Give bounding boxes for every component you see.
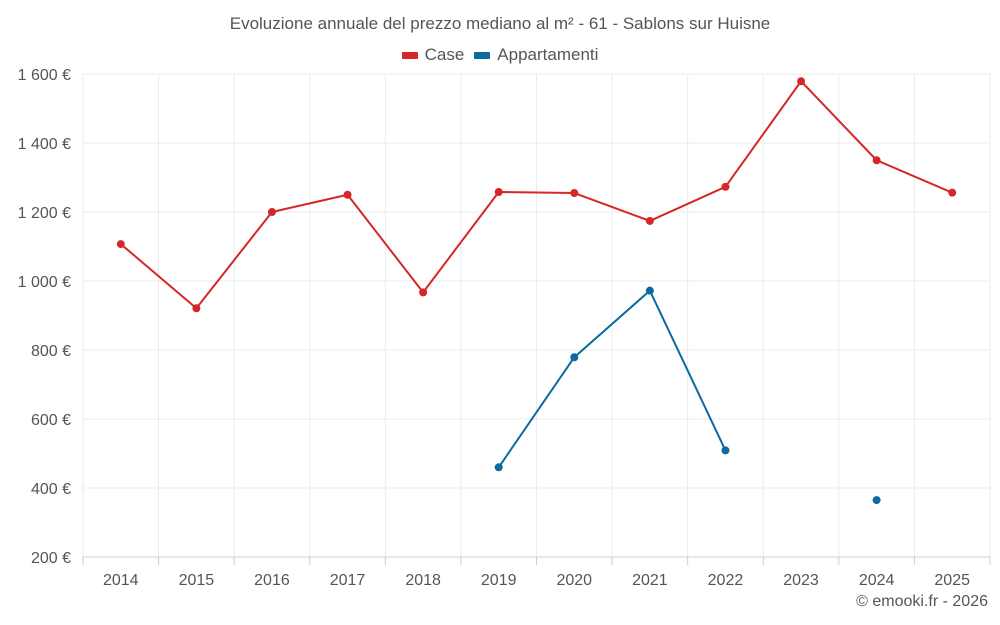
series-line-appartamenti <box>497 289 727 468</box>
x-tick-label: 2015 <box>179 572 215 589</box>
data-point-case[interactable] <box>570 189 579 198</box>
legend-swatch-appartamenti <box>474 51 491 59</box>
data-point-appartamenti[interactable] <box>494 463 503 472</box>
x-tick-label: 2018 <box>405 572 441 589</box>
data-point-case[interactable] <box>494 187 503 196</box>
data-point-appartamenti[interactable] <box>570 353 579 362</box>
y-tick-label: 1 400 € <box>18 136 71 153</box>
x-tick-label: 2017 <box>330 572 366 589</box>
legend-label-appartamenti: Appartamenti <box>497 45 599 64</box>
y-tick-label: 1 000 € <box>18 274 71 291</box>
x-tick-label: 2021 <box>632 572 668 589</box>
data-point-case[interactable] <box>343 190 352 199</box>
x-tick-label: 2023 <box>783 572 819 589</box>
data-point-case[interactable] <box>797 77 806 86</box>
y-tick-label: 1 200 € <box>18 205 71 222</box>
data-point-case[interactable] <box>872 156 881 165</box>
data-point-case[interactable] <box>948 188 957 197</box>
data-point-case[interactable] <box>192 304 201 313</box>
data-point-appartamenti[interactable] <box>872 496 881 505</box>
axes <box>82 556 991 565</box>
grid-lines <box>82 73 991 557</box>
y-tick-label: 200 € <box>31 550 71 567</box>
y-tick-label: 400 € <box>31 481 71 498</box>
x-tick-label: 2019 <box>481 572 517 589</box>
x-tick-label: 2025 <box>934 572 970 589</box>
data-point-case[interactable] <box>645 216 654 225</box>
y-tick-label: 800 € <box>31 343 71 360</box>
x-tick-label: 2024 <box>859 572 895 589</box>
x-tick-label: 2014 <box>103 572 139 589</box>
chart-title: Evoluzione annuale del prezzo mediano al… <box>229 14 771 33</box>
series-layer <box>116 77 957 505</box>
x-tick-label: 2016 <box>254 572 290 589</box>
x-tick-label: 2022 <box>708 572 744 589</box>
data-point-case[interactable] <box>721 182 730 191</box>
series-line-case <box>120 80 953 310</box>
y-tick-label: 1 600 € <box>18 67 71 84</box>
legend-label-case: Case <box>424 45 465 64</box>
legend-swatch-case <box>401 51 418 59</box>
legend-item-case[interactable]: Case <box>401 45 465 65</box>
data-point-appartamenti[interactable] <box>645 286 654 295</box>
data-point-appartamenti[interactable] <box>721 446 730 455</box>
legend: Case Appartamenti <box>0 45 1000 65</box>
x-tick-label: 2020 <box>556 572 592 589</box>
data-point-case[interactable] <box>419 288 428 297</box>
data-point-case[interactable] <box>116 240 125 249</box>
legend-item-appartamenti[interactable]: Appartamenti <box>474 45 598 65</box>
y-tick-label: 600 € <box>31 412 71 429</box>
tick-labels: 200 € 400 € 600 € 800 € 1 000 € 1 200 € 1 400 … <box>18 67 970 589</box>
data-point-case[interactable] <box>267 208 276 216</box>
credit-text: © emooki.fr - 2026 <box>856 593 988 610</box>
